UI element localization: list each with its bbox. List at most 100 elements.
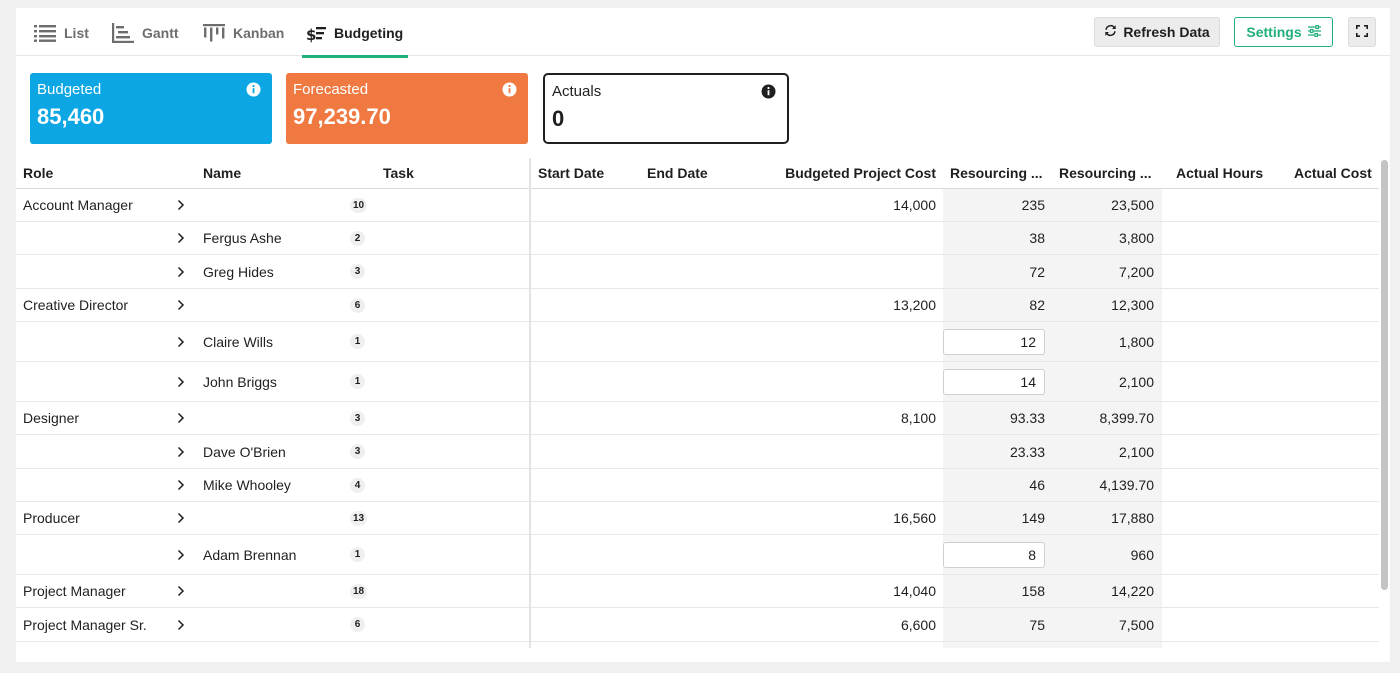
info-icon[interactable] bbox=[246, 82, 261, 102]
column-header-resourcing-hours[interactable]: Resourcing ... bbox=[950, 165, 1043, 181]
chevron-right-icon[interactable] bbox=[176, 402, 186, 434]
tab-list[interactable]: List bbox=[34, 8, 89, 58]
role-row[interactable]: Project Manager 18 14,040 158 14,220 bbox=[16, 575, 1379, 608]
resourcing-hours-input[interactable]: 12 bbox=[943, 329, 1045, 355]
forecasted-label: Forecasted bbox=[293, 81, 369, 98]
chevron-right-icon[interactable] bbox=[176, 222, 186, 254]
actuals-label: Actuals bbox=[552, 83, 602, 100]
resourcing-hours-cell: 235 bbox=[1021, 197, 1045, 213]
budgeted-card: Budgeted 85,460 bbox=[30, 73, 272, 144]
tab-gantt[interactable]: Gantt bbox=[112, 8, 179, 58]
budgeted-cost-cell: 13,200 bbox=[893, 297, 936, 313]
column-header-name[interactable]: Name bbox=[203, 165, 242, 181]
budgeted-cost-cell bbox=[776, 322, 936, 361]
column-header-end-date[interactable]: End Date bbox=[647, 165, 708, 181]
column-header-start-date[interactable]: Start Date bbox=[538, 165, 605, 181]
gantt-icon bbox=[112, 23, 134, 43]
resourcing-cost-cell: 7,200 bbox=[1118, 263, 1154, 280]
role-row[interactable]: Project Manager Sr. 6 6,600 75 7,500 bbox=[16, 608, 1379, 642]
settings-button[interactable]: Settings bbox=[1234, 17, 1333, 47]
kanban-icon bbox=[203, 24, 225, 42]
chevron-right-icon[interactable] bbox=[176, 435, 186, 468]
task-count-badge: 3 bbox=[350, 435, 365, 468]
person-row[interactable]: Claire Wills 1 12 1,800 bbox=[16, 322, 1379, 362]
tab-budgeting[interactable]: $ Budgeting bbox=[302, 8, 408, 58]
chevron-right-icon[interactable] bbox=[176, 608, 186, 641]
info-icon[interactable] bbox=[502, 82, 517, 102]
person-row[interactable]: Greg Hides 3 72 7,200 bbox=[16, 255, 1379, 289]
column-header-budgeted-project-cost[interactable]: Budgeted Project Cost bbox=[785, 165, 936, 181]
name-cell: Adam Brennan bbox=[203, 546, 297, 563]
expand-button[interactable] bbox=[1348, 17, 1376, 47]
grid-header: Role Name Task Start Date End Date Budge… bbox=[16, 158, 1379, 189]
resourcing-hours-cell: 149 bbox=[1021, 510, 1045, 526]
task-count-badge: 3 bbox=[350, 402, 365, 434]
task-count-badge: 3 bbox=[350, 255, 365, 288]
chevron-right-icon[interactable] bbox=[176, 362, 186, 401]
task-count-badge: 4 bbox=[350, 469, 365, 501]
task-count: 3 bbox=[350, 264, 365, 279]
budgeted-cost-cell bbox=[776, 535, 936, 574]
person-row[interactable]: John Briggs 1 14 2,100 bbox=[16, 362, 1379, 402]
column-header-actual-cost[interactable]: Actual Cost bbox=[1294, 165, 1372, 181]
person-row[interactable]: Fergus Ashe 2 38 3,800 bbox=[16, 222, 1379, 255]
resourcing-hours-cell: 46 bbox=[1029, 477, 1045, 493]
chevron-right-icon[interactable] bbox=[176, 502, 186, 534]
resourcing-cost-cell: 960 bbox=[1130, 546, 1154, 563]
role-row[interactable]: Account Manager 10 14,000 235 23,500 bbox=[16, 189, 1379, 222]
resourcing-hours-input[interactable]: 8 bbox=[943, 542, 1045, 568]
resourcing-cost-cell: 23,500 bbox=[1111, 197, 1154, 213]
role-cell: Producer bbox=[23, 510, 80, 526]
list-icon bbox=[34, 24, 56, 42]
chevron-right-icon[interactable] bbox=[176, 289, 186, 321]
tab-budgeting-label: Budgeting bbox=[334, 25, 404, 41]
resourcing-column-shade bbox=[943, 189, 1162, 648]
expand-icon bbox=[1356, 24, 1368, 40]
svg-text:$: $ bbox=[306, 26, 316, 43]
chevron-right-icon[interactable] bbox=[176, 469, 186, 501]
resourcing-cost-cell: 8,399.70 bbox=[1099, 410, 1155, 426]
role-row[interactable]: Creative Director 6 13,200 82 12,300 bbox=[16, 289, 1379, 322]
task-count: 1 bbox=[350, 374, 365, 389]
resourcing-hours-cell: 38 bbox=[1029, 230, 1045, 246]
person-row[interactable]: Dave O'Brien 3 23.33 2,100 bbox=[16, 435, 1379, 469]
budgeted-cost-cell: 14,040 bbox=[893, 583, 936, 599]
task-count: 1 bbox=[350, 547, 365, 562]
task-count-badge: 1 bbox=[350, 322, 365, 361]
resourcing-cost-cell: 2,100 bbox=[1118, 373, 1154, 390]
budgeted-cost-cell: 16,560 bbox=[893, 510, 936, 526]
task-count-badge: 18 bbox=[350, 575, 368, 607]
column-header-resourcing-cost[interactable]: Resourcing ... bbox=[1059, 165, 1152, 181]
chevron-right-icon[interactable] bbox=[176, 322, 186, 361]
task-count: 2 bbox=[350, 230, 365, 246]
resourcing-cost-cell: 1,800 bbox=[1118, 333, 1154, 350]
vertical-scrollbar[interactable] bbox=[1381, 160, 1388, 590]
role-cell bbox=[23, 535, 173, 574]
task-count-badge: 1 bbox=[350, 362, 365, 401]
person-row[interactable]: Adam Brennan 1 8 960 bbox=[16, 535, 1379, 575]
person-row[interactable]: Mike Whooley 4 46 4,139.70 bbox=[16, 469, 1379, 502]
role-cell bbox=[23, 469, 173, 501]
column-header-actual-hours[interactable]: Actual Hours bbox=[1176, 165, 1264, 181]
role-row[interactable]: Designer 3 8,100 93.33 8,399.70 bbox=[16, 402, 1379, 435]
info-icon[interactable] bbox=[761, 84, 776, 104]
chevron-right-icon[interactable] bbox=[176, 255, 186, 288]
budgeted-label: Budgeted bbox=[37, 81, 102, 98]
chevron-right-icon[interactable] bbox=[176, 189, 186, 221]
chevron-right-icon[interactable] bbox=[176, 535, 186, 574]
view-tabbar: List Gantt Kanban $ Budgeting Refresh bbox=[16, 8, 1390, 58]
column-header-role[interactable]: Role bbox=[23, 165, 54, 181]
role-cell: Creative Director bbox=[23, 297, 129, 313]
name-cell bbox=[203, 608, 343, 641]
refresh-data-button[interactable]: Refresh Data bbox=[1094, 17, 1220, 47]
role-cell: Account Manager bbox=[23, 197, 133, 213]
task-count: 3 bbox=[350, 410, 365, 426]
resourcing-hours-input[interactable]: 14 bbox=[943, 369, 1045, 395]
column-header-task[interactable]: Task bbox=[383, 165, 414, 181]
role-row[interactable]: Producer 13 16,560 149 17,880 bbox=[16, 502, 1379, 535]
name-cell: Fergus Ashe bbox=[203, 230, 282, 246]
budgeted-cost-cell bbox=[776, 255, 936, 288]
task-count-badge: 2 bbox=[350, 222, 365, 254]
chevron-right-icon[interactable] bbox=[176, 575, 186, 607]
tab-kanban[interactable]: Kanban bbox=[203, 8, 284, 58]
